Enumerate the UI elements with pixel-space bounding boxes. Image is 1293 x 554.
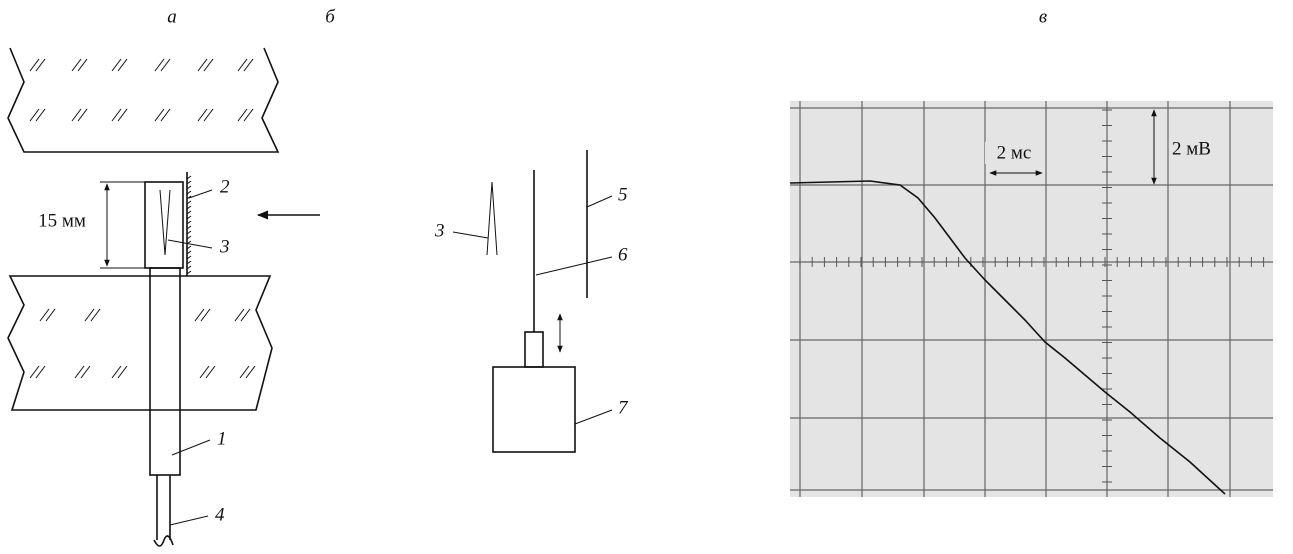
drive-box bbox=[493, 367, 575, 452]
panel-b: б 3 5 6 7 bbox=[325, 6, 629, 452]
panel-a: а 15 мм 2 3 1 4 bbox=[8, 6, 320, 546]
leader bbox=[189, 190, 212, 198]
panel-c: в 2 мс 2 мВ bbox=[790, 6, 1273, 497]
panel-label: в bbox=[1039, 6, 1047, 27]
wire bbox=[154, 475, 173, 546]
leader bbox=[170, 516, 208, 525]
dimension-label: 15 мм bbox=[38, 210, 86, 231]
upper-block bbox=[8, 48, 278, 152]
part-label: 7 bbox=[618, 397, 629, 418]
sensor-box bbox=[145, 182, 183, 268]
needle bbox=[487, 182, 497, 255]
part-label: 4 bbox=[215, 504, 225, 525]
part-label: 3 bbox=[219, 236, 230, 257]
time-scale-label: 2 мс bbox=[997, 142, 1032, 163]
leader bbox=[453, 232, 488, 238]
part-label: 2 bbox=[220, 176, 230, 197]
holder bbox=[525, 332, 543, 367]
lower-block bbox=[8, 276, 272, 410]
part-label: 5 bbox=[618, 184, 628, 205]
tube bbox=[150, 268, 180, 475]
part-label: 1 bbox=[217, 428, 227, 449]
leader bbox=[575, 410, 612, 424]
panel-label: а bbox=[167, 6, 177, 27]
leader bbox=[172, 440, 210, 455]
part-label: 6 bbox=[618, 244, 628, 265]
voltage-scale-label: 2 мВ bbox=[1172, 138, 1211, 159]
part-label: 3 bbox=[434, 220, 445, 241]
leader bbox=[536, 257, 612, 275]
figure: а 15 мм 2 3 1 4 б 3 5 6 bbox=[0, 0, 1293, 554]
leader bbox=[587, 196, 612, 207]
panel-label: б bbox=[325, 6, 336, 27]
needle bbox=[160, 190, 170, 255]
